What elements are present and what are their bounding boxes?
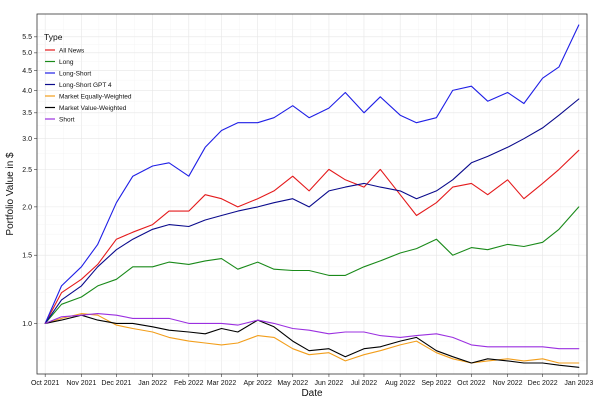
x-tick-label: Sep 2022 [421, 380, 451, 387]
series-line-long-short [44, 24, 580, 324]
y-axis-title: Portfolio Value in $ [5, 152, 16, 236]
y-tick-label: 5.0 [22, 50, 32, 57]
legend: Type All News Long Long-Short Long-Short GP… [44, 32, 132, 123]
y-tick-label: 4.5 [22, 68, 32, 75]
legend-label: Long-Short GPT 4 [59, 82, 112, 89]
series-line-market-equally-weighted [44, 313, 580, 364]
series-line-short [44, 313, 580, 350]
y-axis: 1.0 1.5 2.0 2.5 3.0 3.5 4.0 4.5 5.0 5.5 [22, 34, 37, 328]
x-tick-label: Jul 2022 [351, 380, 378, 387]
gridlines [37, 14, 587, 374]
legend-title: Type [44, 32, 63, 42]
series-lines [44, 24, 580, 368]
x-tick-label: Apr 2022 [243, 380, 272, 387]
x-tick-label: Jan 2022 [138, 380, 167, 387]
y-tick-label: 2.0 [22, 204, 32, 211]
legend-label: Market Equally-Weighted [59, 93, 132, 100]
x-tick-label: Mar 2022 [207, 380, 237, 387]
legend-label: Market Value-Weighted [59, 105, 127, 112]
series-line-long [44, 206, 580, 324]
x-tick-label: Jan 2023 [564, 380, 593, 387]
x-axis: Oct 2021 Nov 2021 Dec 2021 Jan 2022 Feb 2022… [31, 374, 593, 387]
series-line-all-news [44, 149, 580, 324]
x-tick-label: Dec 2021 [101, 380, 131, 387]
y-tick-label: 3.5 [22, 110, 32, 117]
x-axis-title: Date [301, 388, 323, 399]
x-tick-label: Oct 2022 [457, 380, 486, 387]
y-tick-label: 1.5 [22, 253, 32, 260]
x-tick-label: Aug 2022 [385, 380, 415, 387]
x-tick-label: Nov 2021 [66, 380, 96, 387]
y-tick-label: 4.0 [22, 88, 32, 95]
x-tick-label: Jun 2022 [315, 380, 344, 387]
x-tick-label: Nov 2022 [493, 380, 523, 387]
legend-label: Short [59, 116, 75, 123]
legend-label: Long [59, 59, 74, 66]
plot-border [36, 13, 588, 375]
x-tick-label: Dec 2022 [528, 380, 558, 387]
x-tick-label: May 2022 [277, 380, 308, 387]
legend-label: All News [59, 47, 85, 54]
y-tick-label: 2.5 [22, 167, 32, 174]
y-tick-label: 5.5 [22, 34, 32, 41]
y-tick-label: 1.0 [22, 321, 32, 328]
legend-label: Long-Short [59, 70, 91, 77]
x-tick-label: Oct 2021 [31, 380, 60, 387]
series-line-market-value-weighted [44, 314, 580, 368]
x-tick-label: Feb 2022 [174, 380, 204, 387]
series-line-long-short-gpt-4 [44, 98, 580, 324]
y-tick-label: 3.0 [22, 136, 32, 143]
